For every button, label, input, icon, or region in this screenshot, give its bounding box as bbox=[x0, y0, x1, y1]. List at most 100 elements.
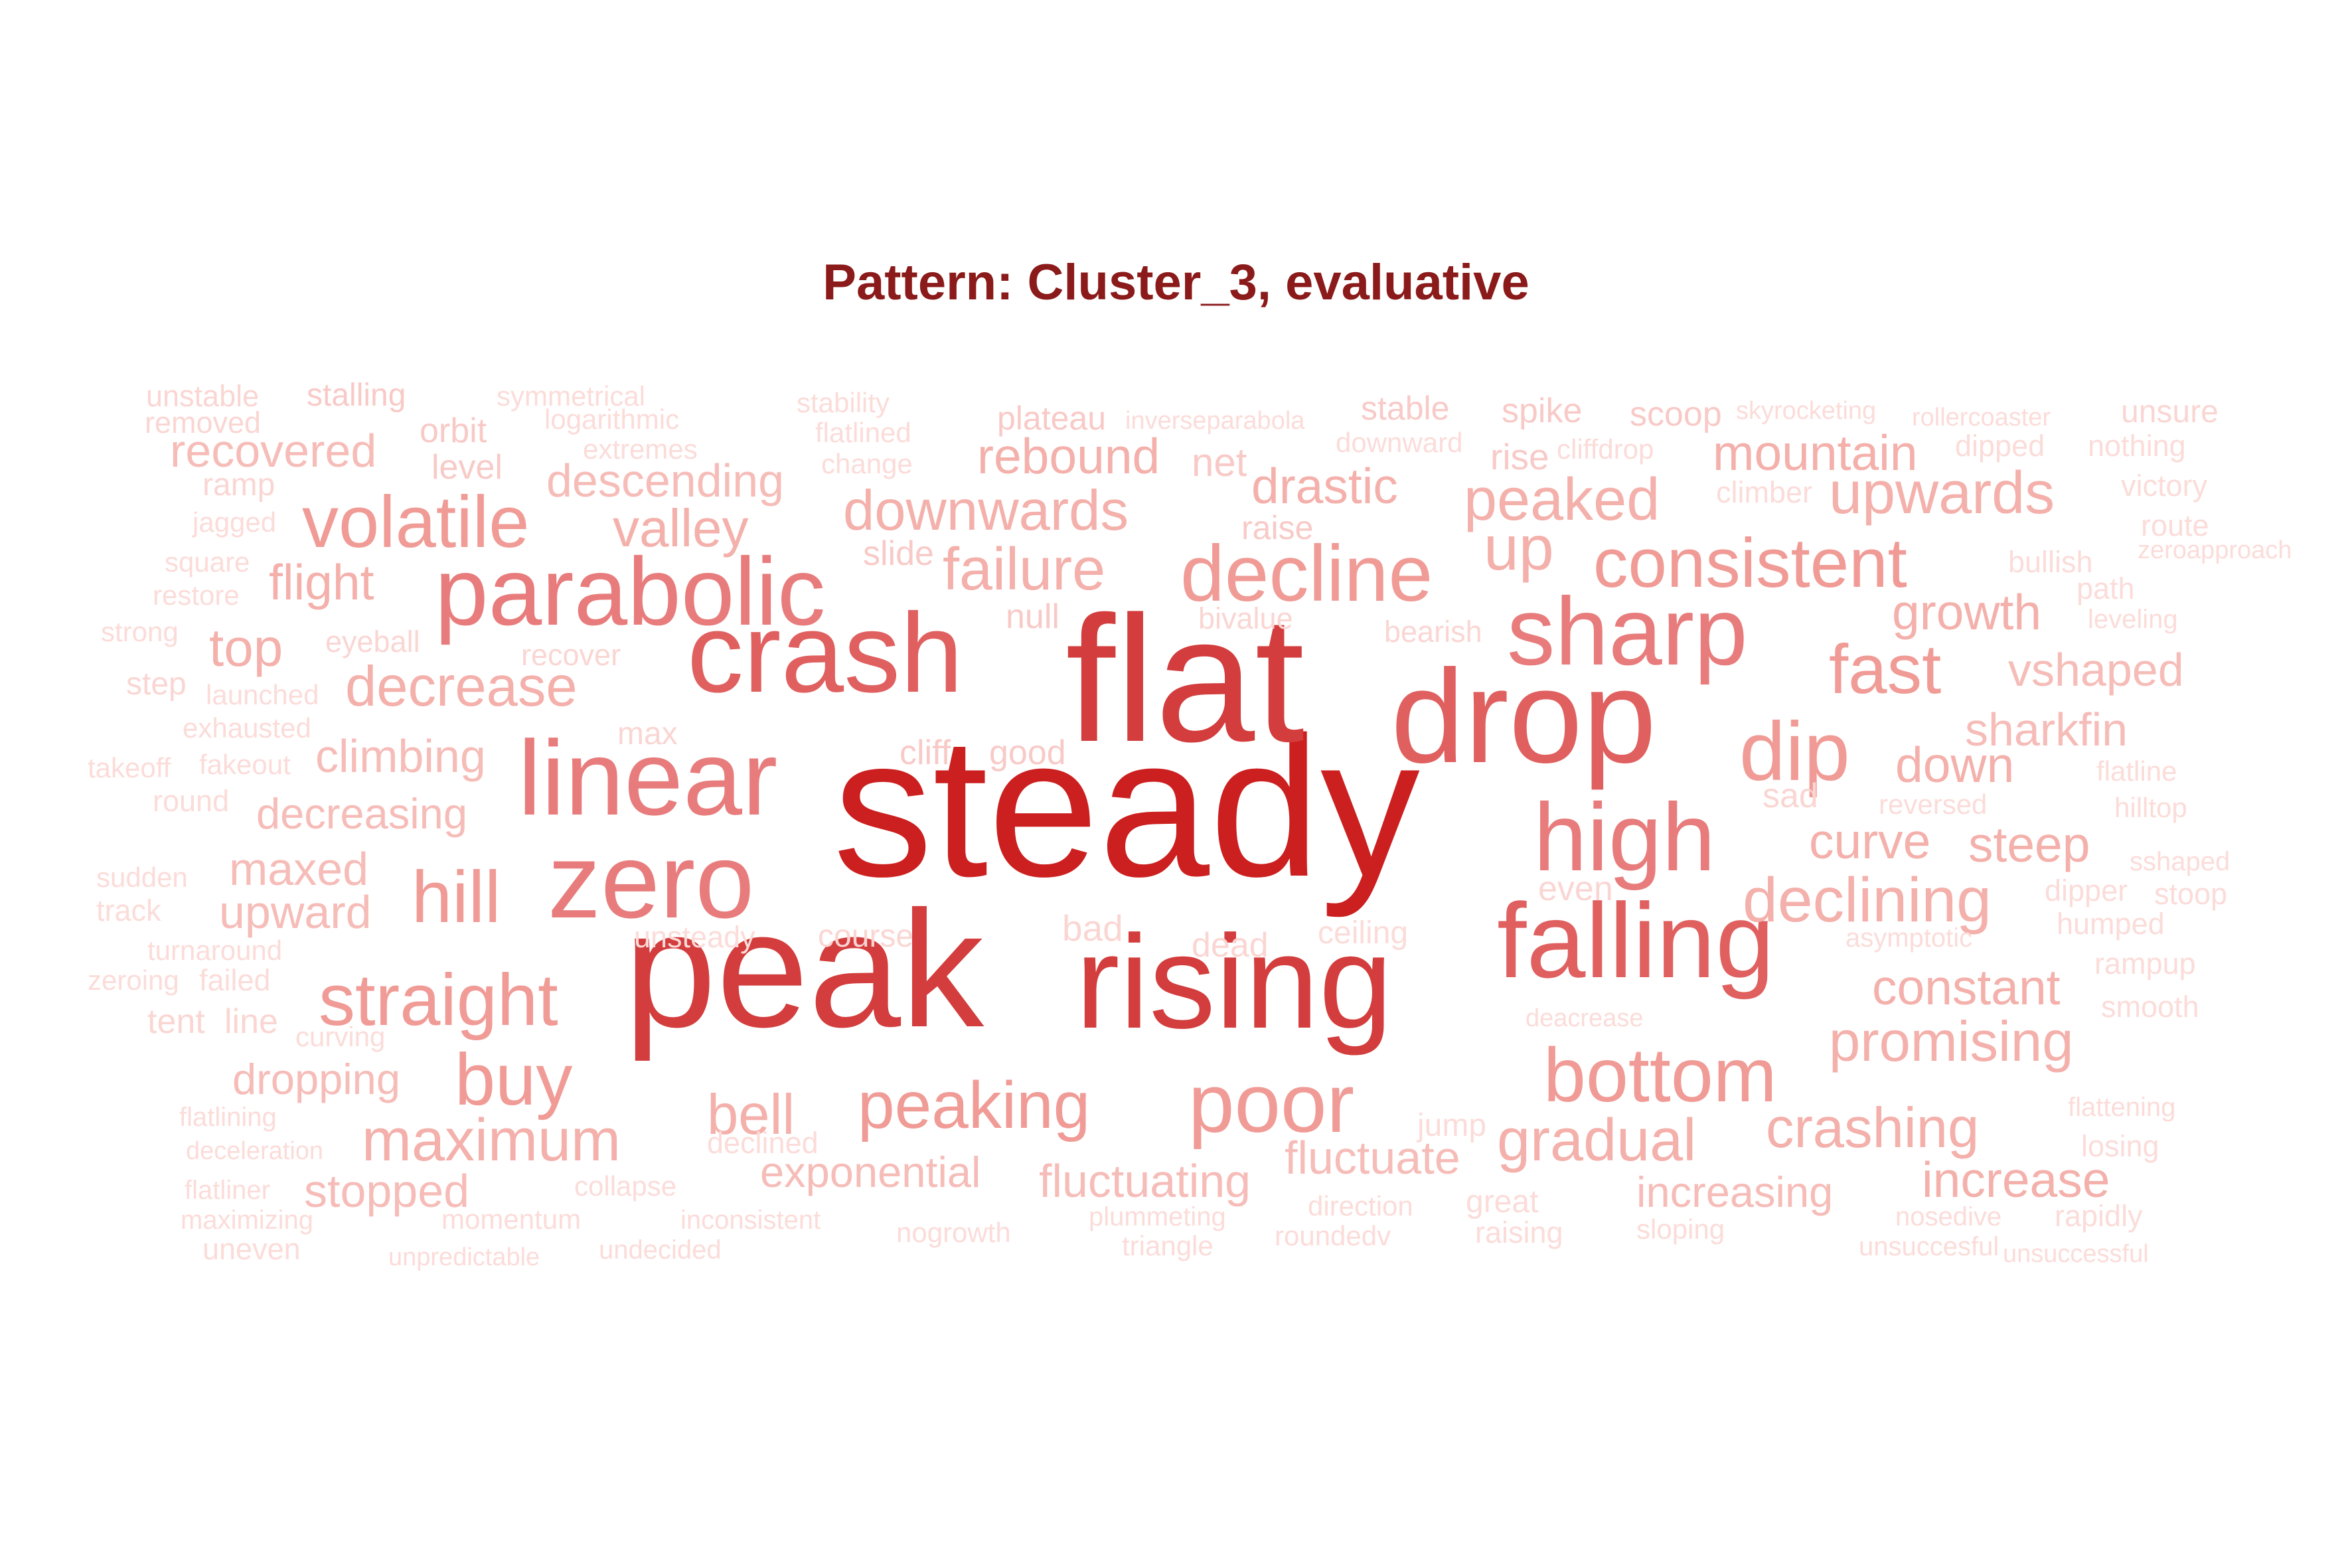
cloud-word: bivalue bbox=[1198, 601, 1293, 635]
cloud-word: exponential bbox=[760, 1148, 981, 1196]
cloud-word: stability bbox=[797, 387, 890, 418]
cloud-word: decrease bbox=[345, 655, 578, 718]
cloud-word: jump bbox=[1417, 1108, 1487, 1143]
cloud-word: downward bbox=[1336, 427, 1463, 458]
cloud-word: unsuccesful bbox=[1859, 1232, 1999, 1261]
cloud-word: unpredictable bbox=[388, 1243, 540, 1271]
cloud-word: raise bbox=[1241, 509, 1314, 546]
cloud-word: dipped bbox=[1955, 429, 2045, 463]
cloud-word: cliff bbox=[900, 734, 951, 772]
cloud-word: straight bbox=[319, 959, 558, 1041]
cloud-word: recovered bbox=[170, 425, 377, 477]
cloud-word: orbit bbox=[420, 412, 487, 450]
cloud-word: dead bbox=[1192, 926, 1269, 965]
cloud-word: falling bbox=[1497, 881, 1775, 1000]
cloud-word: unstable bbox=[146, 379, 260, 413]
cloud-word: line bbox=[224, 1002, 278, 1041]
cloud-word: flight bbox=[269, 554, 374, 610]
cloud-word: zero bbox=[548, 821, 755, 940]
cloud-word: great bbox=[1466, 1184, 1539, 1219]
cloud-word: up bbox=[1484, 513, 1554, 584]
cloud-word: bearish bbox=[1384, 615, 1482, 649]
cloud-word: logarithmic bbox=[544, 404, 680, 435]
cloud-word: skyrocketing bbox=[1736, 397, 1877, 425]
cloud-word: strong bbox=[101, 616, 179, 647]
cloud-word: bell bbox=[707, 1083, 795, 1146]
cloud-word: ceiling bbox=[1318, 915, 1409, 951]
cloud-word: deacrease bbox=[1526, 1004, 1644, 1032]
cloud-word: even bbox=[1538, 870, 1613, 908]
cloud-word: high bbox=[1533, 783, 1716, 891]
cloud-word: scoop bbox=[1630, 395, 1722, 433]
cloud-word: track bbox=[96, 894, 161, 927]
cloud-word: restore bbox=[153, 580, 240, 611]
cloud-word: promising bbox=[1829, 1010, 2074, 1073]
cloud-word: rebound bbox=[977, 428, 1160, 484]
cloud-word: spike bbox=[1502, 392, 1583, 430]
cloud-word: failure bbox=[943, 536, 1106, 603]
cloud-word: max bbox=[617, 716, 678, 751]
cloud-word: flat bbox=[1065, 580, 1305, 779]
cloud-word: climbing bbox=[315, 730, 486, 782]
cloud-word: uneven bbox=[202, 1232, 301, 1266]
cloud-word: dip bbox=[1739, 706, 1850, 798]
cloud-word: triangle bbox=[1122, 1230, 1214, 1261]
cloud-word: inverseparabola bbox=[1125, 407, 1305, 435]
cloud-word: increasing bbox=[1636, 1168, 1834, 1216]
cloud-word: ramp bbox=[202, 467, 275, 503]
cloud-word: failed bbox=[199, 963, 271, 997]
cloud-word: step bbox=[126, 666, 187, 702]
cloud-word: sshaped bbox=[2130, 847, 2231, 876]
cloud-word: poor bbox=[1188, 1058, 1355, 1150]
cloud-word: smooth bbox=[2101, 990, 2199, 1024]
cloud-word: consistent bbox=[1593, 524, 1907, 602]
cloud-word: cliffdrop bbox=[1557, 433, 1654, 465]
cloud-word: nogrowth bbox=[896, 1217, 1011, 1248]
cloud-word: flatliner bbox=[185, 1176, 270, 1205]
cloud-word: volatile bbox=[302, 481, 530, 563]
cloud-word: collapse bbox=[574, 1170, 677, 1202]
cloud-word: turnaround bbox=[147, 935, 283, 966]
cloud-word: takeoff bbox=[88, 752, 171, 783]
cloud-word: fluctuating bbox=[1039, 1155, 1251, 1207]
cloud-word: inconsistent bbox=[680, 1206, 821, 1235]
cloud-word: plummeting bbox=[1089, 1202, 1226, 1231]
cloud-word: sad bbox=[1763, 777, 1818, 815]
cloud-word: down bbox=[1895, 737, 2015, 793]
cloud-word: linear bbox=[518, 718, 778, 837]
cloud-word: plateau bbox=[997, 400, 1107, 437]
cloud-word: curve bbox=[1809, 813, 1931, 869]
cloud-word: steep bbox=[1968, 817, 2090, 872]
cloud-word: steady bbox=[833, 695, 1420, 918]
cloud-word: stoop bbox=[2154, 877, 2228, 911]
cloud-word: declining bbox=[1743, 865, 1992, 935]
cloud-word: constant bbox=[1872, 959, 2061, 1015]
cloud-word: exhausted bbox=[183, 712, 311, 744]
cloud-word: declined bbox=[707, 1126, 819, 1160]
cloud-word: dropping bbox=[232, 1055, 400, 1103]
cloud-word: asymptotic bbox=[1845, 923, 1973, 953]
cloud-word: square bbox=[165, 546, 250, 578]
cloud-word: sudden bbox=[96, 862, 188, 893]
cloud-word: humped bbox=[2057, 907, 2165, 941]
cloud-word: flattening bbox=[2068, 1093, 2176, 1122]
cloud-word: decreasing bbox=[256, 789, 467, 838]
cloud-word: fast bbox=[1829, 631, 1942, 708]
cloud-word: slide bbox=[863, 534, 934, 573]
cloud-word: maximum bbox=[362, 1107, 621, 1174]
cloud-word: route bbox=[2141, 509, 2209, 542]
cloud-word: stable bbox=[1361, 390, 1450, 427]
cloud-word: mountain bbox=[1713, 425, 1918, 481]
cloud-word: descending bbox=[546, 455, 785, 507]
cloud-word: crashing bbox=[1766, 1097, 1980, 1160]
cloud-word: momentum bbox=[441, 1204, 582, 1235]
cloud-word: top bbox=[209, 618, 283, 677]
cloud-word: change bbox=[821, 448, 913, 479]
cloud-word: deceleration bbox=[186, 1137, 324, 1165]
cloud-word: fluctuate bbox=[1285, 1132, 1460, 1184]
cloud-word: peak bbox=[624, 876, 984, 1061]
cloud-word: buy bbox=[455, 1039, 573, 1121]
cloud-word: reversed bbox=[1879, 789, 1988, 820]
cloud-word: maximizing bbox=[181, 1206, 314, 1235]
